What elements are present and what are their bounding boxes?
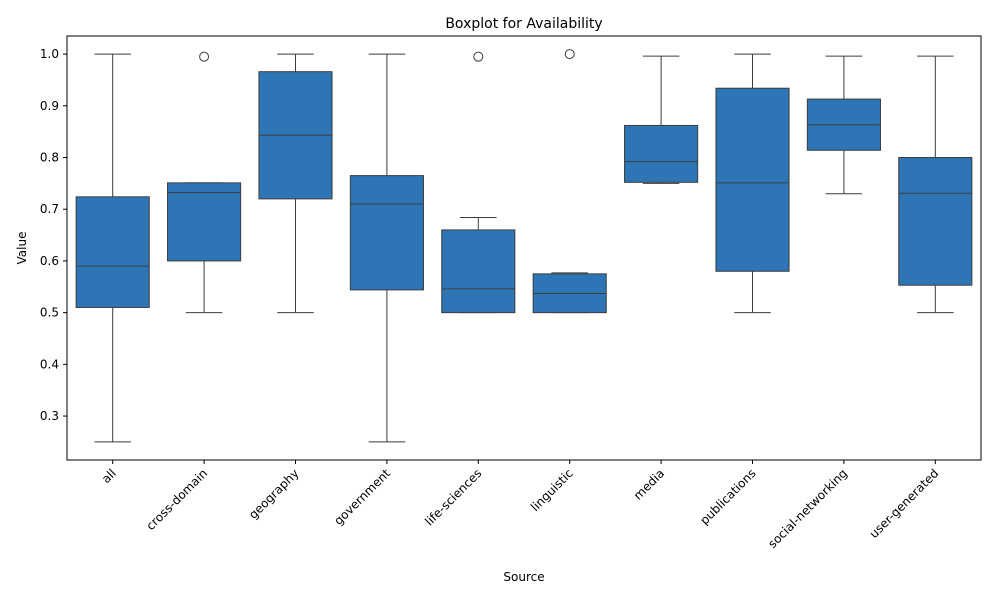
y-axis: 0.3 0.4 0.5 0.6 0.7 0.8 0.9 1.0 [40, 47, 67, 423]
x-tick-label: user-generated [867, 466, 942, 541]
y-tick-label: 0.9 [40, 99, 59, 113]
x-axis: all cross-domain geography government life-s… [99, 460, 941, 551]
y-tick-label: 0.4 [40, 357, 59, 371]
y-axis-title: Value [15, 232, 29, 265]
box-group-all [75, 53, 150, 443]
box-group-government [349, 53, 424, 443]
x-axis-title: Source [503, 570, 544, 584]
y-tick-label: 0.7 [40, 202, 59, 216]
y-tick-label: 0.5 [40, 306, 59, 320]
box-group-geography [258, 53, 333, 314]
x-tick-label: life-sciences [422, 466, 484, 528]
x-tick-label: geography [246, 466, 302, 522]
y-tick-label: 0.3 [40, 409, 59, 423]
plot-frame [66, 35, 982, 461]
box-group-media [624, 55, 699, 184]
iqr-box [75, 196, 150, 308]
box-group-social-networking [806, 55, 881, 195]
outlier-point [199, 51, 210, 62]
y-tick-label: 0.8 [40, 151, 59, 165]
iqr-box [349, 175, 424, 291]
box-group-life-sciences [441, 51, 516, 314]
iqr-box [167, 182, 242, 262]
x-tick-label: media [631, 466, 667, 502]
box-group-publications [715, 53, 790, 314]
x-tick-label: government [331, 466, 393, 528]
chart-title: Boxplot for Availability [445, 16, 602, 32]
outlier-point [564, 49, 575, 60]
y-tick-label: 1.0 [40, 47, 59, 61]
x-tick-label: publications [697, 466, 758, 527]
box-group-user-generated [898, 55, 973, 314]
iqr-box [898, 157, 973, 286]
outlier-point [473, 51, 484, 62]
x-tick-label: all [99, 466, 119, 486]
box-group-cross-domain [167, 51, 242, 314]
iqr-box [441, 229, 516, 314]
iqr-box [624, 124, 699, 183]
iqr-box [715, 87, 790, 272]
plot-area [75, 49, 973, 443]
box-group-linguistic [532, 49, 607, 314]
x-tick-label: social-networking [765, 466, 850, 551]
y-tick-label: 0.6 [40, 254, 59, 268]
x-tick-label: linguistic [528, 466, 576, 514]
x-tick-label: cross-domain [143, 466, 210, 533]
